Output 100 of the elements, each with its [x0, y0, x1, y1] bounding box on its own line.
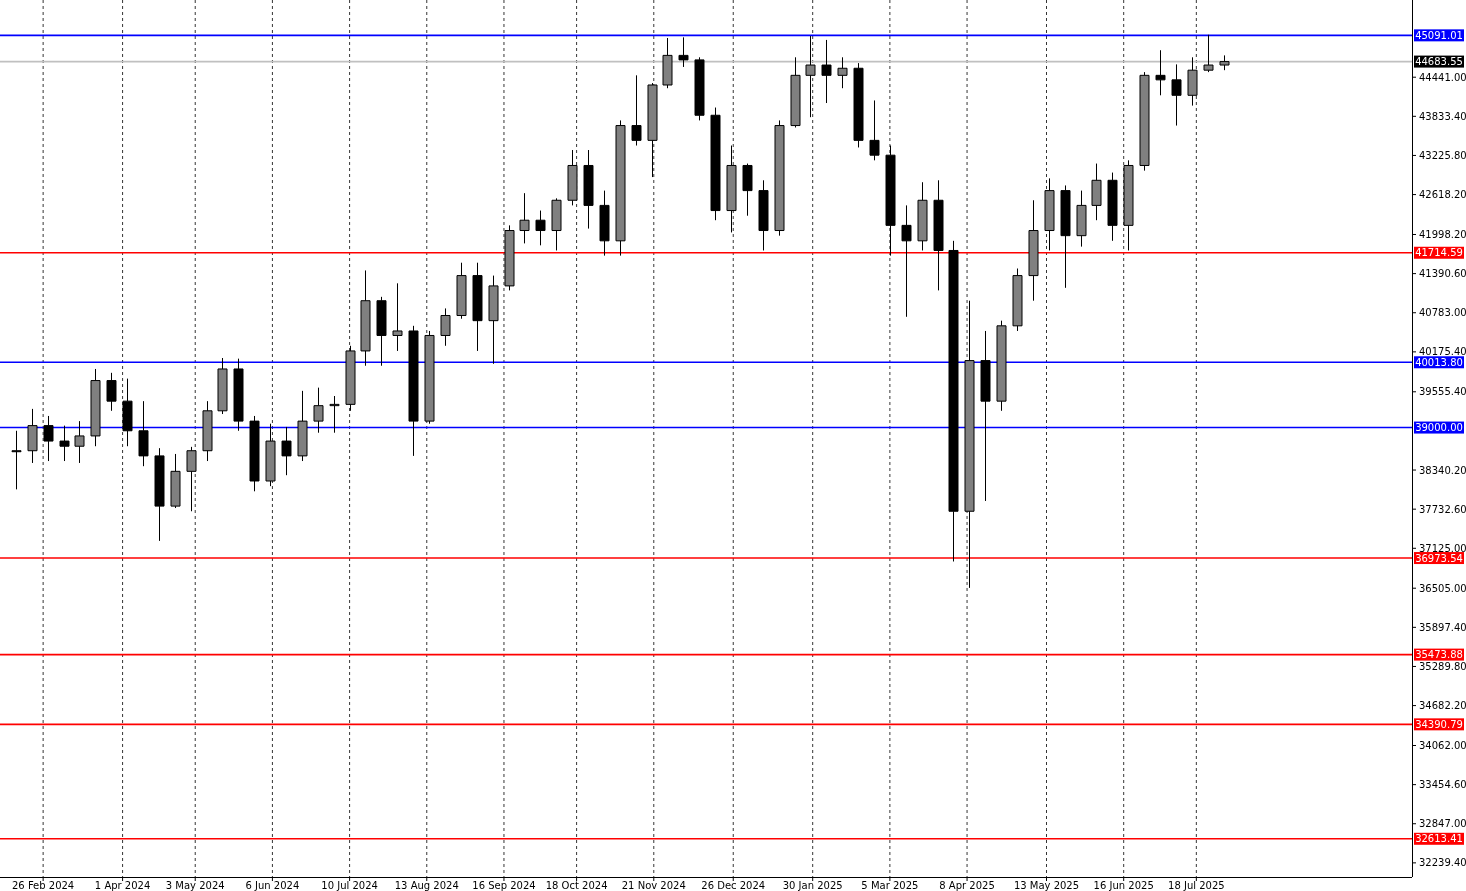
y-tick-label: 39555.40: [1419, 386, 1466, 398]
candlestick: [821, 39, 832, 104]
x-tick-label: 5 Mar 2025: [861, 880, 919, 891]
y-tick-label: 43225.80: [1419, 149, 1466, 161]
candlestick: [1171, 63, 1182, 127]
x-tick-label: 26 Dec 2024: [701, 880, 766, 891]
candlestick: [154, 447, 165, 542]
candlestick: [217, 357, 228, 415]
x-tick-label: 21 Nov 2024: [621, 880, 686, 891]
candlestick: [742, 163, 753, 217]
candlestick: [1091, 163, 1102, 221]
candlestick: [933, 179, 944, 291]
candlestick: [90, 368, 101, 447]
candlestick: [599, 190, 610, 257]
candlestick: [837, 56, 848, 89]
x-tick-label: 18 Jul 2025: [1168, 880, 1225, 891]
candlestick: [1076, 190, 1087, 248]
candlestick: [106, 372, 117, 412]
candlestick: [694, 56, 705, 121]
candlestick: [1203, 34, 1214, 73]
candlestick: [917, 181, 928, 251]
x-tick-label: 30 Jan 2025: [782, 880, 843, 891]
y-tick-label: 38340.20: [1419, 464, 1466, 476]
candlestick: [74, 420, 85, 464]
y-tick-label: 33454.60: [1419, 779, 1466, 791]
candlestick: [1139, 71, 1150, 172]
ref-line-label: 44683.55: [1415, 56, 1463, 68]
candlestick: [996, 320, 1007, 412]
y-tick-label: 35289.80: [1419, 660, 1466, 672]
candlestick: [233, 358, 244, 432]
candlestick: [631, 74, 642, 147]
y-tick-label: 37125.00: [1419, 542, 1466, 554]
y-tick-label: 41998.20: [1419, 229, 1466, 240]
x-tick-label: 26 Feb 2024: [12, 880, 75, 891]
ref-line-label: 40013.80: [1415, 356, 1463, 368]
x-tick-label: 8 Apr 2025: [939, 880, 995, 891]
candlestick: [1012, 268, 1023, 332]
candlestick: [249, 415, 260, 492]
y-tick-label: 44441.00: [1419, 71, 1466, 83]
candlestick: [1219, 54, 1230, 71]
candlestick: [551, 197, 562, 251]
ref-line-label: 35473.88: [1415, 649, 1463, 661]
candlestick: [186, 446, 197, 512]
x-tick-label: 16 Sep 2024: [472, 880, 536, 891]
y-tick-label: 43833.40: [1419, 110, 1466, 122]
ref-line-label: 36973.54: [1415, 552, 1463, 564]
candlestick: [758, 179, 769, 251]
y-tick-label: 40175.40: [1419, 346, 1466, 358]
candlestick: [27, 408, 38, 464]
candlestick: [376, 296, 387, 367]
x-tick-label: 18 Oct 2024: [545, 880, 608, 891]
ref-line-label: 32613.41: [1415, 833, 1463, 845]
candlestick: [1155, 49, 1166, 96]
candlestick: [869, 99, 880, 161]
candlestick: [202, 400, 213, 462]
candlestick: [980, 330, 991, 502]
candlestick: [662, 37, 673, 89]
x-tick-label: 3 May 2024: [165, 880, 225, 891]
x-tick-label: 13 Aug 2024: [394, 880, 459, 891]
candlestick: [170, 453, 181, 509]
candlestick: [853, 62, 864, 148]
candlestick: [138, 400, 149, 467]
candlestick: [59, 425, 70, 462]
candlestick: [774, 119, 785, 237]
y-tick-label: 40783.00: [1419, 307, 1466, 319]
candlestick: [313, 387, 324, 434]
candlestick: [297, 390, 308, 462]
y-tick-label: 37732.60: [1419, 503, 1466, 515]
candlestick: [472, 262, 483, 352]
candlestick: [329, 395, 340, 434]
x-tick-label: 1 Apr 2024: [94, 880, 151, 891]
candlestick: [615, 119, 626, 257]
x-tick-label: 6 Jun 2024: [245, 880, 300, 891]
ref-line-label: 41714.59: [1415, 247, 1463, 259]
y-tick-label: 42618.20: [1419, 189, 1466, 201]
candlestick: [678, 36, 689, 68]
x-tick-label: 13 May 2025: [1013, 880, 1080, 891]
candlestick: [392, 282, 403, 352]
candlestick: [1060, 184, 1071, 289]
ref-line-label: 34390.79: [1415, 718, 1463, 730]
candlestick: [1107, 172, 1118, 242]
y-tick-label: 32239.40: [1419, 857, 1466, 869]
candlestick: [901, 204, 912, 318]
x-tick-label: 16 Jun 2025: [1093, 880, 1154, 891]
candlestick: [281, 426, 292, 476]
candlestick: [456, 262, 467, 320]
candlestick: [360, 269, 371, 367]
candlestick: [488, 275, 499, 365]
candlestick: [519, 192, 530, 244]
candlestick: [1028, 199, 1039, 302]
candlestick: [790, 56, 801, 128]
y-tick-label: 34062.00: [1419, 740, 1466, 752]
candlestick: [408, 325, 419, 457]
ref-line-label: 39000.00: [1415, 422, 1463, 434]
y-tick-label: 35897.40: [1419, 621, 1466, 633]
candlestick: [535, 210, 546, 246]
candlestick: [948, 240, 959, 562]
ref-line-label: 45091.01: [1415, 29, 1463, 41]
candlestick: [583, 149, 594, 230]
x-tick-label: 10 Jul 2024: [321, 880, 378, 891]
